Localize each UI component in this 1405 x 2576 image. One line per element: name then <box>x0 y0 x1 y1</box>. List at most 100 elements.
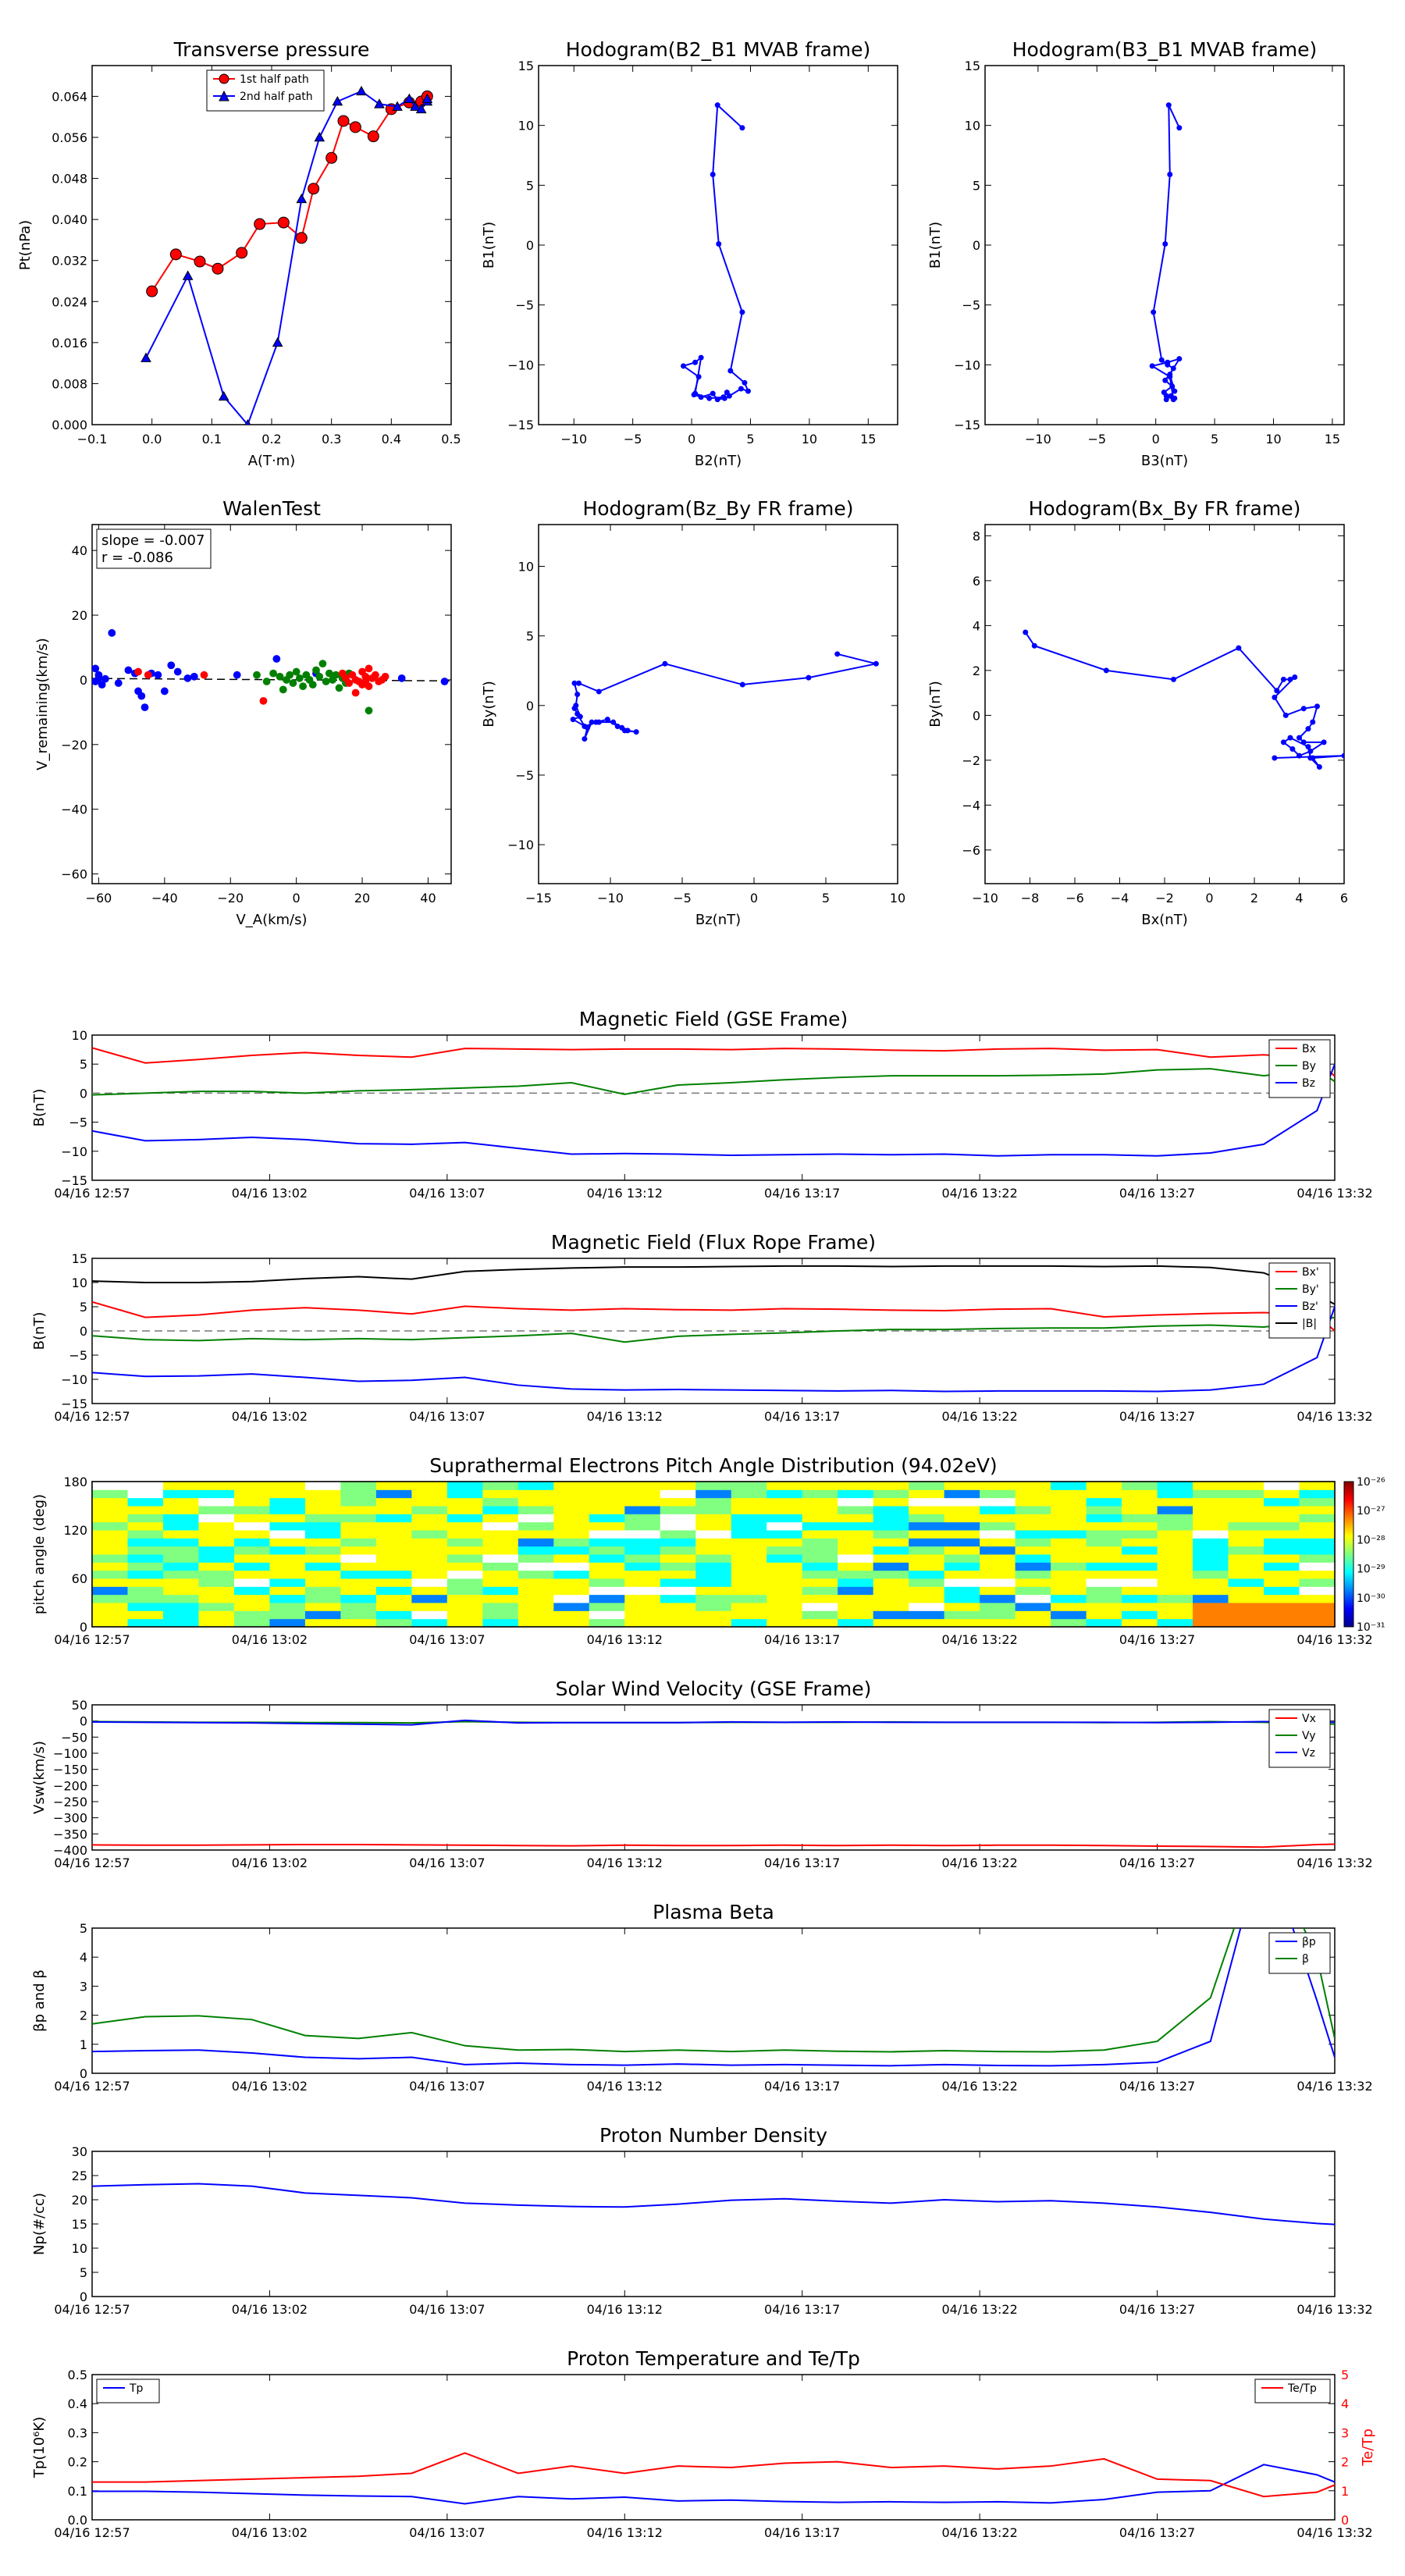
series-line <box>92 1265 1335 1305</box>
heatmap-cell <box>446 1538 483 1547</box>
heatmap-cell <box>375 1618 412 1627</box>
heatmap-cell <box>162 1530 199 1539</box>
heatmap-cell <box>1051 1489 1087 1499</box>
data-point <box>374 98 385 109</box>
data-point <box>1272 694 1278 700</box>
xtick-label: −60 <box>86 891 112 906</box>
legend-label: β <box>1302 1953 1309 1966</box>
heatmap-cell <box>589 1506 625 1514</box>
data-point <box>1297 753 1302 759</box>
heatmap-cell <box>1264 1497 1300 1507</box>
data-point <box>194 255 206 268</box>
chart-np: Proton Number Density 0 5 10 15 20 25 30 04/16 1… <box>31 2124 1373 2317</box>
legend: Te/Tp <box>1254 2379 1331 2403</box>
heatmap-cell <box>162 1603 199 1611</box>
heatmap-cell <box>1264 1489 1300 1499</box>
heatmap-cell <box>1015 1570 1051 1579</box>
y-axis-label: B1(nT) <box>481 222 497 269</box>
heatmap-cell <box>553 1554 590 1563</box>
colorbar <box>1343 1481 1354 1628</box>
heatmap-cell <box>518 1603 554 1611</box>
data-point <box>92 664 100 673</box>
heatmap-cell <box>269 1570 306 1579</box>
heatmap-cell <box>162 1578 199 1587</box>
heatmap-cell <box>802 1618 838 1627</box>
xtick-label: 04/16 13:22 <box>941 2079 1017 2094</box>
heatmap-cell <box>1193 1578 1229 1587</box>
ytick-label: 6 <box>973 574 980 589</box>
ytick-label: 8 <box>973 528 980 543</box>
ytick-label: −10 <box>507 838 534 852</box>
heatmap-cell <box>340 1570 377 1579</box>
plot-frame <box>91 1704 1336 1851</box>
heatmap-cell <box>1051 1586 1087 1596</box>
heatmap-cell <box>731 1546 767 1555</box>
chart-title: Hodogram(B2_B1 MVAB frame) <box>566 38 871 61</box>
colorbar-tick-label: 10⁻²⁹ <box>1357 1564 1385 1576</box>
heatmap-cell <box>589 1489 625 1499</box>
heatmap-cell <box>482 1482 519 1490</box>
ytick-label: 0 <box>80 2066 87 2081</box>
heatmap-cell <box>1299 1497 1335 1507</box>
heatmap-cell <box>1193 1489 1229 1499</box>
xtick-label: 04/16 13:17 <box>764 1856 840 1870</box>
data-point <box>571 680 578 686</box>
heatmap-cell <box>802 1594 838 1603</box>
heatmap-cell <box>767 1489 803 1499</box>
data-point <box>349 121 361 133</box>
data-point <box>1287 735 1293 741</box>
xtick-label: 0.0 <box>142 432 162 447</box>
heatmap-cell <box>269 1546 306 1555</box>
data-point <box>834 651 841 657</box>
heatmap-cell <box>1264 1506 1300 1514</box>
heatmap-cell <box>1015 1489 1051 1499</box>
heatmap-cell <box>233 1594 270 1603</box>
data-point <box>574 692 581 698</box>
heatmap-cell <box>198 1538 235 1547</box>
heatmap-cell <box>1228 1521 1264 1531</box>
xtick-label: 5 <box>822 891 830 906</box>
heatmap-cell <box>980 1530 1016 1539</box>
heatmap-cell <box>873 1530 909 1539</box>
ytick-label: 0 <box>80 1620 87 1635</box>
heatmap-cell <box>909 1578 945 1587</box>
heatmap-cell <box>695 1530 732 1539</box>
ytick-label: 0.056 <box>52 130 87 145</box>
plot-frame <box>91 524 452 884</box>
legend: Tp <box>96 2379 160 2403</box>
heatmap-cell <box>162 1521 199 1531</box>
data-point <box>332 671 340 679</box>
heatmap-cell <box>624 1538 661 1547</box>
heatmap-cell <box>162 1554 199 1563</box>
y-axis-label: V_remaining(km/s) <box>34 638 51 770</box>
xtick-label: −10 <box>597 891 624 906</box>
colorbar-tick-label: 10⁻²⁶ <box>1357 1476 1385 1489</box>
series-line <box>92 1843 1335 1848</box>
data-point <box>1307 748 1314 754</box>
heatmap-cell <box>731 1578 767 1587</box>
heatmap-cell <box>92 1554 128 1563</box>
heatmap-cell <box>1051 1570 1087 1579</box>
xtick-label: 0 <box>1152 432 1160 447</box>
data-point <box>404 93 415 104</box>
heatmap-cell <box>1228 1530 1264 1539</box>
heatmap-cell <box>1299 1521 1335 1531</box>
legend-label: 2nd half path <box>240 91 313 103</box>
data-point <box>272 336 283 347</box>
chart-bgse: Magnetic Field (GSE Frame) −15 −10 −5 0 5 10 04… <box>31 1008 1373 1201</box>
heatmap-cell <box>340 1554 377 1563</box>
data-point <box>299 682 307 691</box>
heatmap-cell <box>553 1530 590 1539</box>
heatmap-cell <box>624 1570 661 1579</box>
xtick-label: −10 <box>1025 432 1051 447</box>
data-point <box>345 679 354 687</box>
heatmap-cell <box>1193 1618 1229 1627</box>
legend-label: By' <box>1302 1283 1319 1296</box>
heatmap-cell <box>944 1578 980 1587</box>
data-point <box>614 724 621 730</box>
heatmap-cell <box>411 1570 448 1579</box>
heatmap-cell <box>233 1546 270 1555</box>
ytick-label: 15 <box>518 59 534 73</box>
legend: Bx' By' Bz' |B| <box>1268 1262 1331 1339</box>
